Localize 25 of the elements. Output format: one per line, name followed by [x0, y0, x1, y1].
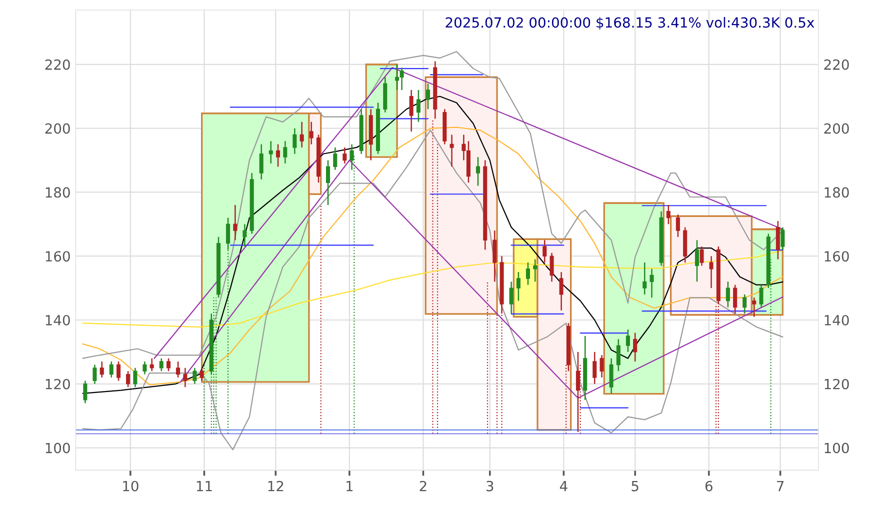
y-tick-label: 160	[46, 251, 70, 262]
y2-tick-label: 120	[824, 378, 849, 390]
y-tick-label: 120	[46, 378, 70, 390]
y2-tick-label: 140	[824, 314, 849, 326]
chart-title: 2025.07.02 00:00:00 $168.15 3.41% vol:430.3K 0.5x	[446, 17, 814, 30]
x-tick-label: 2	[420, 480, 426, 492]
y-tick-label: 140	[46, 314, 70, 326]
x-tick-label: 4	[560, 481, 568, 492]
y2-tick-label: 200	[824, 123, 849, 134]
y-tick-label: 220	[45, 59, 70, 70]
y2-tick-label: 220	[824, 59, 849, 70]
x-tick-label: 11	[196, 481, 212, 492]
y-tick-label: 180	[46, 187, 70, 198]
x-tick-label: 12	[268, 480, 284, 492]
x-tick-label: 5	[632, 481, 638, 492]
x-tick-label: 6	[705, 480, 712, 492]
y-tick-label: 100	[46, 442, 70, 454]
x-tick-label: 10	[123, 480, 138, 492]
y-tick-label: 200	[45, 123, 70, 134]
y2-tick-label: 100	[824, 442, 849, 454]
x-tick-label: 7	[777, 481, 784, 492]
y2-tick-label: 180	[824, 187, 849, 198]
x-tick-label: 3	[486, 480, 494, 492]
x-tick-label: 1	[346, 481, 353, 492]
y2-tick-label: 160	[824, 251, 849, 262]
